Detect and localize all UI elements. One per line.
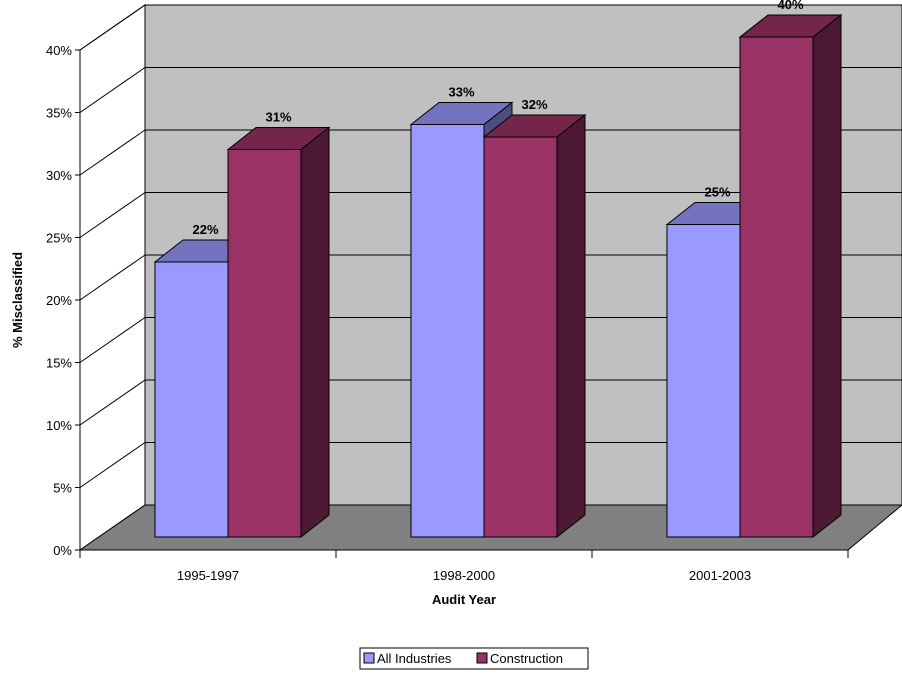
data-label: 33%: [448, 85, 474, 100]
gridline-diagonal: [79, 4, 146, 51]
data-label: 40%: [777, 0, 803, 12]
y-tick-label: 25%: [46, 231, 72, 246]
data-label: 31%: [265, 110, 291, 125]
y-tick-label: 5%: [53, 481, 72, 496]
legend-swatch-all-industries: [363, 652, 375, 664]
legend-label-construction: Construction: [490, 651, 563, 666]
gridline-diagonal: [79, 67, 146, 113]
x-tick-label: 1998-2000: [433, 568, 495, 583]
data-labels: 22% 31% 33% 32% 25% 40%: [192, 0, 803, 237]
bar-side-construction: [300, 126, 330, 539]
y-axis-title: % Misclassified: [10, 252, 25, 348]
bar-construction: [227, 149, 302, 538]
x-tick-label: 1995-1997: [177, 568, 239, 583]
bar-all-industries: [666, 224, 741, 538]
bars: [153, 13, 843, 539]
y-tick-label: 0%: [53, 543, 72, 558]
y-tick-label: 10%: [46, 418, 72, 433]
data-label: 32%: [521, 97, 547, 112]
data-label: 25%: [704, 185, 730, 200]
y-tick-label: 35%: [46, 106, 72, 121]
gridline-diagonal: [79, 317, 146, 363]
gridline-diagonal: [79, 129, 146, 176]
bar-construction: [483, 136, 558, 538]
gridline-diagonal: [79, 442, 146, 488]
x-tick-label: 2001-2003: [689, 568, 751, 583]
y-tick-label: 30%: [46, 168, 72, 183]
gridline-diagonal: [79, 192, 146, 238]
y-tick-label: 15%: [46, 356, 72, 371]
bar-all-industries: [410, 124, 485, 538]
legend-label-all-industries: All Industries: [377, 651, 452, 666]
x-axis-title: Audit Year: [432, 592, 496, 607]
bar-side-construction: [556, 113, 586, 539]
legend: All Industries Construction: [359, 647, 589, 670]
bar-construction: [739, 36, 814, 538]
data-label: 22%: [192, 222, 218, 237]
gridline-diagonal: [79, 254, 146, 301]
y-tick-label: 40%: [46, 43, 72, 58]
y-tick-label: 20%: [46, 293, 72, 308]
bar-side-construction: [812, 13, 842, 539]
bar-all-industries: [154, 261, 229, 538]
gridline-diagonal: [79, 379, 146, 426]
legend-box: [359, 647, 589, 670]
legend-swatch-construction: [476, 652, 488, 664]
axes: 0% 5% 10% 15% 20% 25% 30% 35% 40% 1995-1997 1998-2…: [46, 43, 849, 583]
